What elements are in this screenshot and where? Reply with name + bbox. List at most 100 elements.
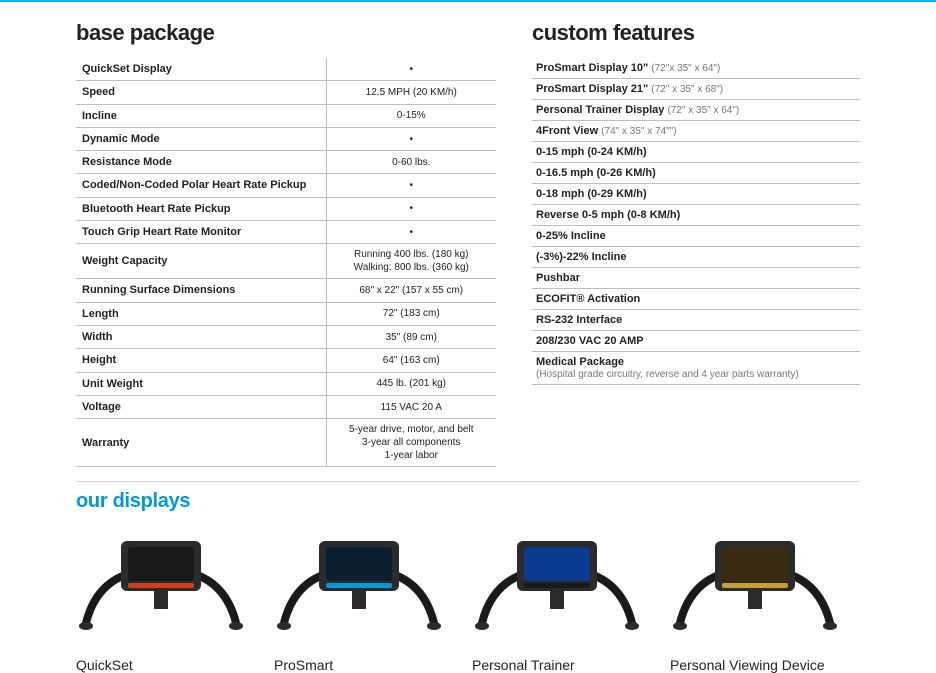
feature-label: 4Front View bbox=[536, 125, 598, 137]
spec-label: Touch Grip Heart Rate Monitor bbox=[76, 221, 326, 244]
feature-item: 4Front View (74" x 35" x 74"") bbox=[532, 121, 860, 142]
spec-value: • bbox=[326, 58, 496, 81]
spec-value: 5-year drive, motor, and belt3-year all … bbox=[326, 419, 496, 467]
display-caption: Personal Trainer bbox=[472, 653, 662, 673]
spec-label: Resistance Mode bbox=[76, 151, 326, 174]
spec-value: 445 lb. (201 kg) bbox=[326, 372, 496, 395]
feature-item: RS-232 Interface bbox=[532, 310, 860, 331]
two-column-layout: base package QuickSet Display•Speed12.5 … bbox=[76, 20, 860, 467]
spec-label: Width bbox=[76, 325, 326, 348]
feature-label: 0-25% Incline bbox=[536, 230, 606, 242]
feature-item: Reverse 0-5 mph (0-8 KM/h) bbox=[532, 205, 860, 226]
table-row: Speed12.5 MPH (20 KM/h) bbox=[76, 81, 496, 104]
feature-label: (-3%)-22% Incline bbox=[536, 251, 626, 263]
feature-label: ProSmart Display 21" bbox=[536, 83, 648, 95]
table-row: Length72" (183 cm) bbox=[76, 302, 496, 325]
spec-label: Speed bbox=[76, 81, 326, 104]
spec-value: Running 400 lbs. (180 kg)Walking: 800 lb… bbox=[326, 244, 496, 279]
base-package-heading: base package bbox=[76, 20, 496, 46]
table-row: Weight CapacityRunning 400 lbs. (180 kg)… bbox=[76, 244, 496, 279]
spec-value: 12.5 MPH (20 KM/h) bbox=[326, 81, 496, 104]
table-row: Coded/Non-Coded Polar Heart Rate Pickup• bbox=[76, 174, 496, 197]
table-row: Resistance Mode0-60 lbs. bbox=[76, 151, 496, 174]
feature-label: Pushbar bbox=[536, 272, 580, 284]
spec-value: 72" (183 cm) bbox=[326, 302, 496, 325]
spec-value: 115 VAC 20 A bbox=[326, 395, 496, 418]
spec-value: • bbox=[326, 221, 496, 244]
display-caption: QuickSet bbox=[76, 653, 266, 673]
table-row: QuickSet Display• bbox=[76, 58, 496, 81]
spec-label: Warranty bbox=[76, 419, 326, 467]
displays-grid: QuickSet ProSmart Personal Trainer bbox=[76, 523, 860, 673]
feature-item: Personal Trainer Display (72" x 35" x 64… bbox=[532, 100, 860, 121]
table-row: Height64" (163 cm) bbox=[76, 349, 496, 372]
feature-item: 0-16.5 mph (0-26 KM/h) bbox=[532, 163, 860, 184]
spec-value: 0-60 lbs. bbox=[326, 151, 496, 174]
spec-label: Height bbox=[76, 349, 326, 372]
feature-item: 0-25% Incline bbox=[532, 226, 860, 247]
display-item: Personal Viewing Device bbox=[670, 523, 860, 673]
feature-note: (72" x 35" x 68") bbox=[651, 84, 723, 95]
feature-label: 0-15 mph (0-24 KM/h) bbox=[536, 146, 647, 158]
feature-item: Medical Package (Hospital grade circuitr… bbox=[532, 352, 860, 385]
feature-item: ProSmart Display 21" (72" x 35" x 68") bbox=[532, 79, 860, 100]
table-row: Incline0-15% bbox=[76, 104, 496, 127]
table-row: Voltage115 VAC 20 A bbox=[76, 395, 496, 418]
display-caption: Personal Viewing Device bbox=[670, 653, 860, 673]
feature-item: 208/230 VAC 20 AMP bbox=[532, 331, 860, 352]
display-image bbox=[274, 523, 444, 643]
spec-label: Dynamic Mode bbox=[76, 127, 326, 150]
spec-value: • bbox=[326, 197, 496, 220]
spec-value: • bbox=[326, 174, 496, 197]
table-row: Bluetooth Heart Rate Pickup• bbox=[76, 197, 496, 220]
feature-label: Reverse 0-5 mph (0-8 KM/h) bbox=[536, 209, 680, 221]
spec-value: 64" (163 cm) bbox=[326, 349, 496, 372]
display-item: Personal Trainer bbox=[472, 523, 662, 673]
feature-note: (72" x 35" x 64") bbox=[667, 105, 739, 116]
page-content: base package QuickSet Display•Speed12.5 … bbox=[0, 20, 936, 673]
spec-label: Running Surface Dimensions bbox=[76, 279, 326, 302]
table-row: Warranty5-year drive, motor, and belt3-y… bbox=[76, 419, 496, 467]
feature-label: ECOFIT® Activation bbox=[536, 293, 640, 305]
table-row: Width35" (89 cm) bbox=[76, 325, 496, 348]
custom-features-list: ProSmart Display 10" (72"x 35" x 64")Pro… bbox=[532, 58, 860, 385]
feature-label: Personal Trainer Display bbox=[536, 104, 664, 116]
table-row: Running Surface Dimensions68" x 22" (157… bbox=[76, 279, 496, 302]
custom-features-column: custom features ProSmart Display 10" (72… bbox=[532, 20, 860, 467]
feature-item: ProSmart Display 10" (72"x 35" x 64") bbox=[532, 58, 860, 79]
table-row: Touch Grip Heart Rate Monitor• bbox=[76, 221, 496, 244]
display-item: ProSmart bbox=[274, 523, 464, 673]
spec-value: 35" (89 cm) bbox=[326, 325, 496, 348]
spec-label: QuickSet Display bbox=[76, 58, 326, 81]
spec-label: Length bbox=[76, 302, 326, 325]
display-image bbox=[472, 523, 642, 643]
feature-label: Medical Package bbox=[536, 356, 624, 368]
display-image bbox=[76, 523, 246, 643]
spec-value: 68" x 22" (157 x 55 cm) bbox=[326, 279, 496, 302]
table-row: Dynamic Mode• bbox=[76, 127, 496, 150]
display-item: QuickSet bbox=[76, 523, 266, 673]
spec-label: Voltage bbox=[76, 395, 326, 418]
base-package-column: base package QuickSet Display•Speed12.5 … bbox=[76, 20, 496, 467]
feature-label: 0-16.5 mph (0-26 KM/h) bbox=[536, 167, 656, 179]
feature-item: 0-15 mph (0-24 KM/h) bbox=[532, 142, 860, 163]
our-displays-heading: our displays bbox=[76, 490, 860, 513]
feature-label: 0-18 mph (0-29 KM/h) bbox=[536, 188, 647, 200]
spec-value: 0-15% bbox=[326, 104, 496, 127]
feature-label: 208/230 VAC 20 AMP bbox=[536, 335, 644, 347]
feature-item: ECOFIT® Activation bbox=[532, 289, 860, 310]
feature-note: (74" x 35" x 74"") bbox=[601, 126, 676, 137]
top-accent-rule bbox=[0, 0, 936, 2]
custom-features-heading: custom features bbox=[532, 20, 860, 46]
spec-label: Bluetooth Heart Rate Pickup bbox=[76, 197, 326, 220]
feature-item: (-3%)-22% Incline bbox=[532, 247, 860, 268]
spec-label: Coded/Non-Coded Polar Heart Rate Pickup bbox=[76, 174, 326, 197]
base-package-table: QuickSet Display•Speed12.5 MPH (20 KM/h)… bbox=[76, 58, 496, 467]
spec-label: Weight Capacity bbox=[76, 244, 326, 279]
spec-value: • bbox=[326, 127, 496, 150]
table-row: Unit Weight445 lb. (201 kg) bbox=[76, 372, 496, 395]
feature-item: 0-18 mph (0-29 KM/h) bbox=[532, 184, 860, 205]
spec-label: Unit Weight bbox=[76, 372, 326, 395]
feature-note: (Hospital grade circuitry, reverse and 4… bbox=[536, 369, 856, 380]
display-caption: ProSmart bbox=[274, 653, 464, 673]
